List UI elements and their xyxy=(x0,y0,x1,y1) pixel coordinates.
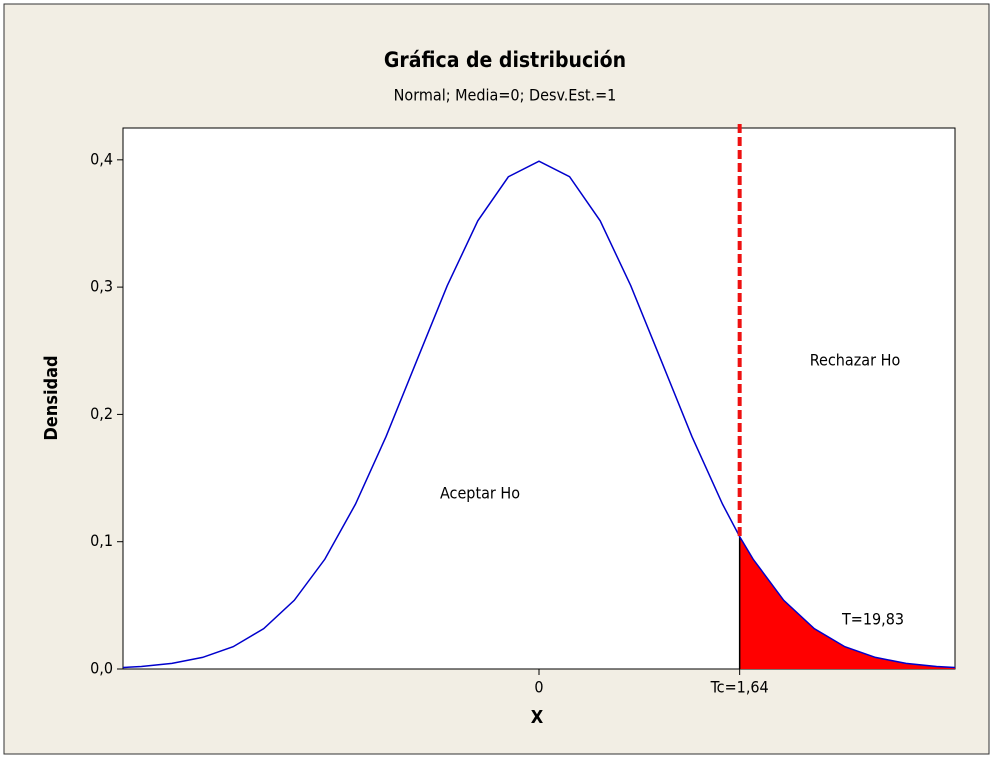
plot-area xyxy=(122,127,956,670)
x-axis-label: X xyxy=(531,707,544,728)
y-axis-label: Densidad xyxy=(41,355,62,440)
y-tick-label: 0,3 xyxy=(90,277,113,296)
chart-title: Gráfica de distribución xyxy=(384,48,626,72)
rejection-area xyxy=(739,536,955,669)
chart-subtitle: Normal; Media=0; Desv.Est.=1 xyxy=(394,86,617,105)
y-tick-label: 0,4 xyxy=(90,149,113,168)
annotation: T=19,83 xyxy=(841,610,904,629)
y-tick-label: 0,1 xyxy=(90,531,113,550)
x-tick-label: Tc=1,64 xyxy=(710,678,769,697)
y-tick-label: 0,0 xyxy=(90,659,113,678)
x-tick-label: 0 xyxy=(534,678,543,697)
annotation: Rechazar Ho xyxy=(810,351,901,370)
annotation: Aceptar Ho xyxy=(440,484,520,503)
y-tick-label: 0,2 xyxy=(90,404,113,423)
density-line xyxy=(122,160,956,669)
